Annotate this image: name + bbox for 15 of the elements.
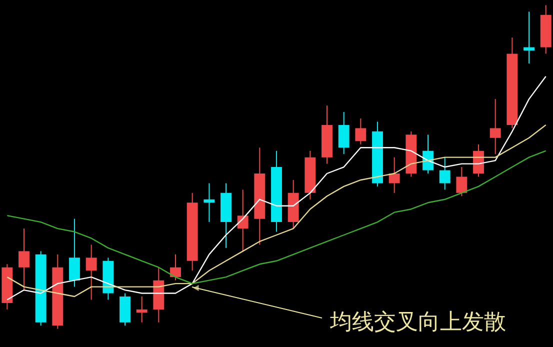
candlestick <box>439 156 450 190</box>
annotation: 均线交叉向上发散 <box>329 310 506 335</box>
candlestick <box>338 112 350 155</box>
candlestick <box>136 296 148 323</box>
candlestick <box>69 218 80 288</box>
candlestick <box>524 11 534 64</box>
candlestick <box>18 228 30 291</box>
candlestick <box>355 118 366 145</box>
candlestick <box>490 98 501 155</box>
candlestick <box>388 156 400 194</box>
candlestick <box>86 244 97 300</box>
candlestick <box>456 166 468 197</box>
candlestick <box>237 189 248 252</box>
candlestick <box>204 182 215 223</box>
candlestick <box>170 254 181 281</box>
